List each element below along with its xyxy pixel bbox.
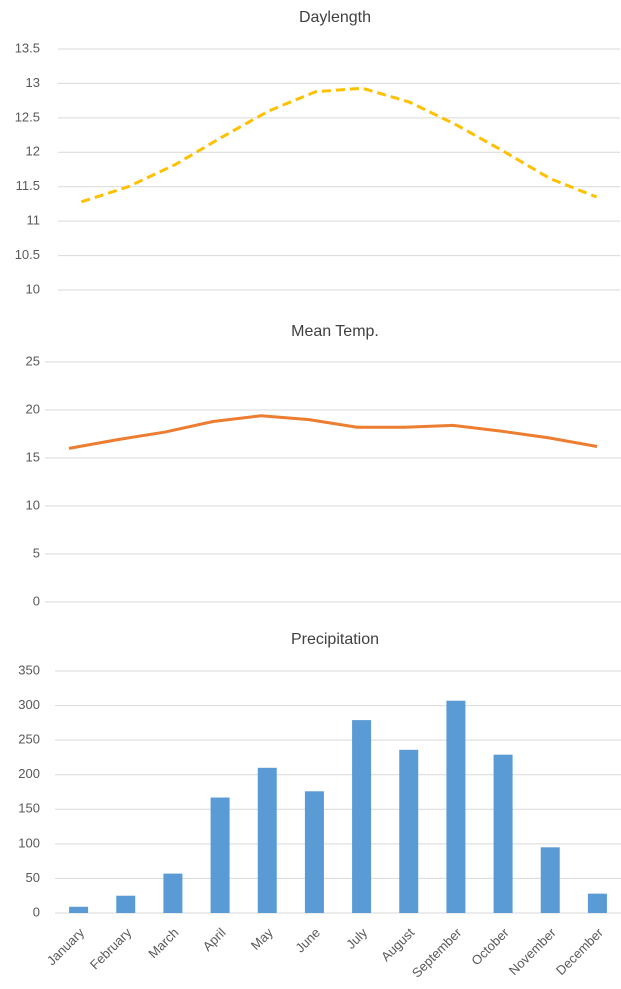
y-tick-label: 10 (26, 497, 40, 512)
y-tick-label: 11.5 (16, 178, 40, 193)
y-tick-label: 12 (26, 144, 40, 159)
x-tick-label: January (44, 925, 88, 969)
y-tick-label: 0 (33, 593, 40, 608)
x-tick-label: March (145, 925, 181, 961)
bar (446, 700, 466, 913)
chart-title: Mean Temp. (291, 323, 379, 340)
bar (493, 754, 513, 913)
bar (352, 720, 372, 913)
y-tick-label: 25 (26, 353, 40, 368)
x-tick-label: August (378, 925, 417, 964)
y-tick-label: 10 (26, 281, 40, 296)
y-tick-label: 100 (18, 835, 40, 850)
x-tick-label: September (409, 924, 465, 980)
y-tick-label: 350 (18, 662, 40, 677)
bar (257, 767, 277, 913)
x-tick-label: June (292, 925, 323, 956)
x-tick-label: July (343, 925, 370, 952)
y-tick-label: 250 (18, 732, 40, 747)
y-tick-label: 300 (18, 697, 40, 712)
y-tick-label: 20 (26, 401, 40, 416)
bar (540, 847, 560, 913)
x-tick-label: May (248, 925, 276, 953)
x-tick-label: April (200, 925, 229, 954)
line-series (68, 414, 598, 450)
bar (163, 873, 183, 913)
y-tick-label: 50 (26, 870, 40, 885)
y-tick-label: 200 (18, 766, 40, 781)
chart-title: Precipitation (291, 631, 379, 648)
x-tick-label: December (553, 924, 606, 977)
y-tick-label: 150 (18, 801, 40, 816)
bar (587, 893, 607, 913)
line-series (80, 86, 598, 204)
y-tick-label: 15 (26, 449, 40, 464)
bar (210, 797, 230, 913)
bar (304, 791, 324, 913)
bar (399, 749, 419, 913)
y-tick-label: 10.5 (15, 247, 40, 262)
bar (116, 895, 136, 913)
y-tick-label: 13 (26, 75, 40, 90)
bar (69, 906, 89, 913)
y-tick-label: 0 (33, 904, 40, 919)
y-tick-label: 13.5 (15, 40, 40, 55)
x-tick-label: February (87, 925, 135, 973)
chart-title: Daylength (299, 9, 371, 26)
y-tick-label: 11 (27, 213, 41, 228)
x-tick-label: October (468, 924, 512, 968)
y-tick-label: 5 (33, 545, 40, 560)
y-tick-label: 12.5 (15, 109, 40, 124)
x-tick-label: November (506, 924, 559, 977)
